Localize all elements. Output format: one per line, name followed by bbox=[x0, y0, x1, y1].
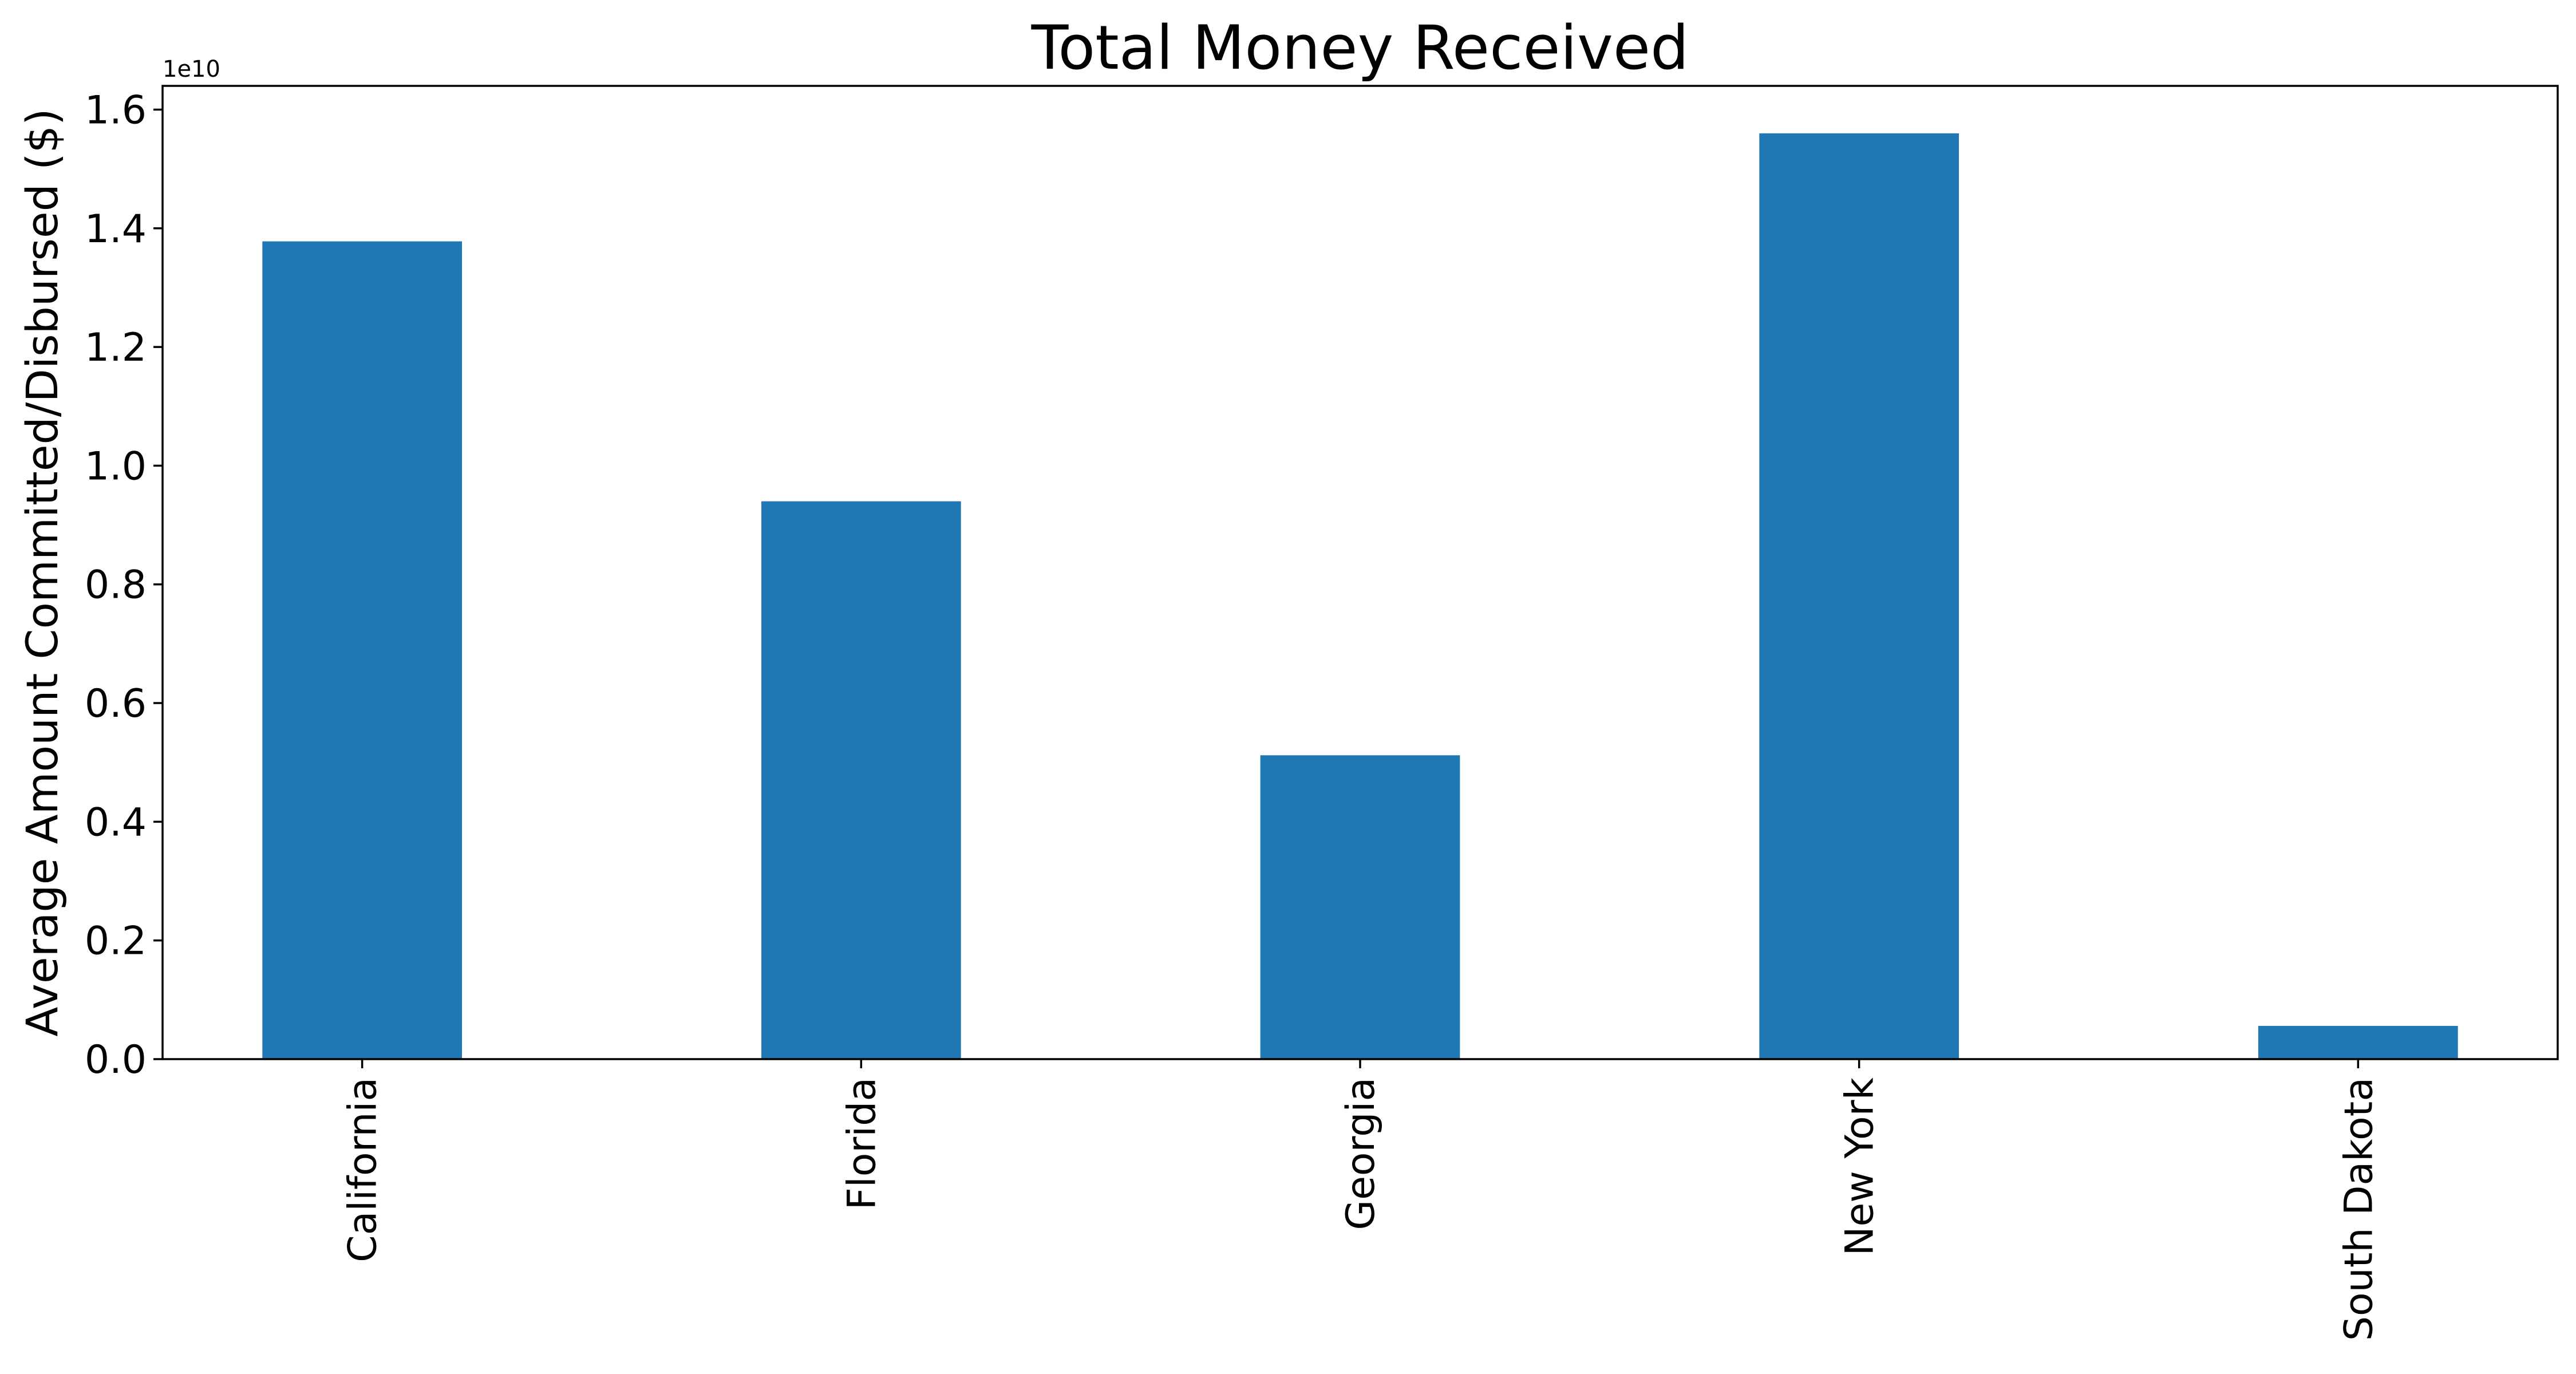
y-tick-label: 1.2 bbox=[85, 325, 147, 370]
plot-frame bbox=[161, 85, 2559, 1060]
bar-new-york bbox=[1759, 133, 1959, 1059]
y-tick-label: 1.6 bbox=[85, 88, 147, 133]
bar-south-dakota bbox=[2258, 1025, 2458, 1059]
chart-title: Total Money Received bbox=[1031, 13, 1689, 83]
x-tick-label: Georgia bbox=[1338, 1077, 1384, 1230]
y-tick-label: 0.8 bbox=[85, 563, 147, 608]
y-tick-label: 1.0 bbox=[85, 444, 147, 489]
y-axis-label: Average Amount Committed/Disbursed ($) bbox=[17, 108, 68, 1036]
y-tick-label: 0.0 bbox=[85, 1037, 147, 1083]
y-tick-label: 1.4 bbox=[85, 207, 147, 252]
x-axis-ticks: California Florida Georgia New York South Da… bbox=[341, 1059, 2381, 1341]
x-tick-label: New York bbox=[1838, 1077, 1883, 1255]
bar-california bbox=[262, 241, 462, 1060]
y-axis-ticks: 0.0 0.2 0.4 0.6 0.8 1.0 1.2 1.4 1.6 bbox=[85, 88, 163, 1083]
y-tick-label: 0.6 bbox=[85, 681, 147, 727]
bar-florida bbox=[761, 501, 961, 1059]
bars bbox=[262, 133, 2458, 1060]
x-tick-label: South Dakota bbox=[2336, 1077, 2381, 1341]
x-tick-label: Florida bbox=[839, 1077, 884, 1210]
bar-georgia bbox=[1260, 755, 1460, 1059]
y-axis-offset-label: 1e10 bbox=[163, 56, 220, 82]
y-tick-label: 0.4 bbox=[85, 800, 147, 845]
y-tick-label: 0.2 bbox=[85, 919, 147, 964]
x-tick-label: California bbox=[341, 1077, 386, 1262]
